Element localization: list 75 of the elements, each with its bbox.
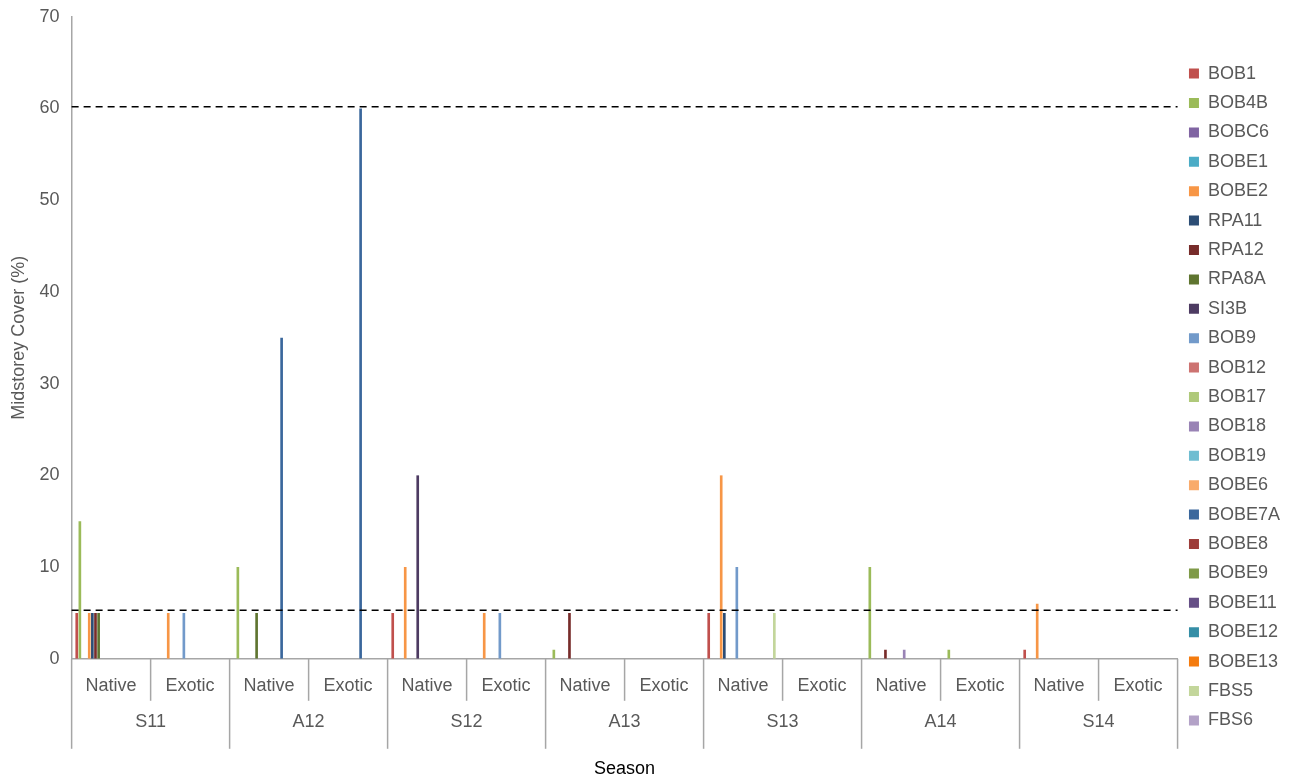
x-tick-label: Exotic bbox=[481, 674, 531, 695]
bar bbox=[87, 612, 91, 659]
text: A13 bbox=[608, 710, 641, 731]
legend-label: BOB1 bbox=[1207, 62, 1256, 83]
text: A14 bbox=[924, 710, 957, 731]
bar bbox=[1023, 649, 1027, 659]
text: S13 bbox=[766, 710, 799, 731]
legend-label: BOBE9 bbox=[1207, 562, 1268, 583]
bar bbox=[773, 612, 776, 659]
x-tick-label: Native bbox=[1033, 674, 1085, 695]
y-tick-label: 70 bbox=[39, 5, 60, 26]
x-tick-label: Exotic bbox=[639, 674, 689, 695]
bar bbox=[75, 612, 79, 659]
y-tick-label: 60 bbox=[39, 97, 60, 118]
bar bbox=[416, 475, 420, 659]
bar bbox=[482, 612, 486, 659]
bar bbox=[391, 612, 395, 659]
legend-label: BOB18 bbox=[1207, 415, 1267, 436]
x-tick-label: Exotic bbox=[797, 674, 847, 695]
legend-label: BOB12 bbox=[1207, 356, 1267, 377]
legend-label: BOBC6 bbox=[1207, 121, 1269, 142]
bar bbox=[403, 567, 407, 659]
text: S12 bbox=[450, 710, 483, 731]
bar bbox=[280, 337, 283, 659]
legend-label: RPA12 bbox=[1207, 238, 1264, 259]
bar bbox=[884, 649, 887, 659]
y-axis-title: Midstorey Cover (%) bbox=[7, 255, 28, 420]
y-tick-label: 50 bbox=[39, 189, 60, 210]
x-tick-label: Native bbox=[401, 674, 453, 695]
bar bbox=[359, 108, 362, 659]
bar bbox=[1035, 603, 1039, 659]
x-tick-label: Native bbox=[243, 674, 295, 695]
x-tick-label: Exotic bbox=[323, 674, 373, 695]
y-tick-label: 0 bbox=[49, 647, 60, 668]
legend-label: SI3B bbox=[1207, 297, 1247, 318]
bar bbox=[947, 649, 951, 659]
legend-label: BOB4B bbox=[1207, 91, 1268, 112]
x-axis-title: Season bbox=[594, 758, 656, 779]
x-tick-label: Exotic bbox=[955, 674, 1005, 695]
legend-label: BOBE7A bbox=[1207, 503, 1281, 524]
bar bbox=[707, 612, 711, 659]
legend-label: BOBE8 bbox=[1207, 532, 1268, 553]
x-tick-label: Exotic bbox=[165, 674, 215, 695]
text: A12 bbox=[292, 710, 325, 731]
y-tick-label: 20 bbox=[39, 464, 60, 485]
legend-label: BOBE13 bbox=[1207, 650, 1279, 671]
text: S11 bbox=[135, 710, 166, 731]
legend-label: BOB19 bbox=[1207, 444, 1267, 465]
legend-label: FBS6 bbox=[1207, 709, 1253, 730]
x-tick-label: Native bbox=[875, 674, 927, 695]
legend-label: FBS5 bbox=[1207, 679, 1253, 700]
y-tick-label: 30 bbox=[39, 372, 60, 393]
legend-label: RPA8A bbox=[1207, 268, 1266, 289]
bar bbox=[719, 475, 723, 659]
legend-label: BOBE1 bbox=[1207, 150, 1268, 171]
y-tick-label: 40 bbox=[39, 280, 60, 301]
bar bbox=[255, 612, 258, 659]
legend-label: BOB9 bbox=[1207, 327, 1256, 348]
x-tick-label: Native bbox=[559, 674, 611, 695]
text: S14 bbox=[1082, 710, 1115, 731]
legend-label: BOBE11 bbox=[1207, 591, 1277, 612]
legend-label: BOB17 bbox=[1207, 385, 1267, 406]
bar bbox=[868, 567, 872, 659]
bar bbox=[723, 612, 726, 659]
legend-label: RPA11 bbox=[1207, 209, 1263, 230]
x-tick-label: Exotic bbox=[1113, 674, 1163, 695]
x-tick-label: Native bbox=[717, 674, 769, 695]
legend-label: BOBE2 bbox=[1207, 180, 1268, 201]
x-tick-label: Native bbox=[85, 674, 137, 695]
legend-label: BOBE12 bbox=[1207, 621, 1279, 642]
legend-label: BOBE6 bbox=[1207, 474, 1268, 495]
bar bbox=[902, 649, 906, 659]
y-tick-label: 10 bbox=[39, 556, 60, 577]
bar bbox=[568, 612, 571, 659]
bar bbox=[166, 612, 170, 659]
